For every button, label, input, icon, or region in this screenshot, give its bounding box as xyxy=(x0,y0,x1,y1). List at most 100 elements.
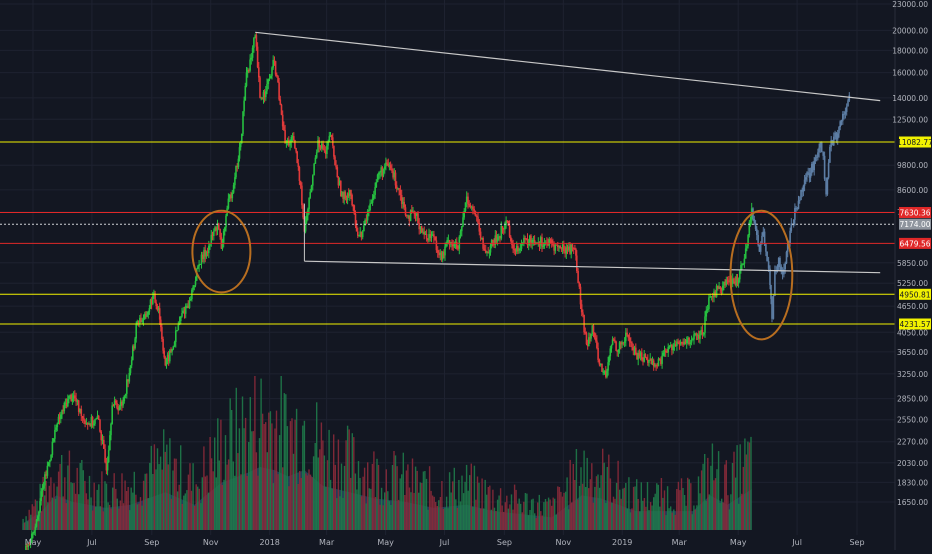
candle-body xyxy=(117,407,119,411)
volume-bar xyxy=(377,464,380,530)
candle-body xyxy=(64,402,67,404)
time-tick-label: Jul xyxy=(439,538,450,547)
volume-bar xyxy=(605,503,607,530)
volume-bar xyxy=(407,464,409,530)
candle-body xyxy=(687,337,689,340)
time-axis: May Jul Sep Nov 2018 Mar May Jul Sep Nov 2019 Mar Ma… xyxy=(25,538,865,547)
candle-body xyxy=(699,331,701,339)
volume-bar xyxy=(512,509,514,530)
volume-bar xyxy=(532,498,534,530)
candle-body xyxy=(807,172,809,174)
volume-bar xyxy=(98,484,100,530)
candle-body xyxy=(705,310,708,317)
volume-bar xyxy=(51,497,54,530)
volume-bar xyxy=(198,488,200,530)
candle-body xyxy=(708,297,710,309)
volume-bar xyxy=(246,476,248,530)
candle-body xyxy=(313,163,315,176)
time-tick-label: 2019 xyxy=(612,538,632,547)
candle-body xyxy=(673,344,676,346)
candle-body xyxy=(181,313,183,317)
volume-bar xyxy=(510,494,513,530)
candle-body xyxy=(636,354,638,360)
candle-body xyxy=(221,242,224,249)
candle-body xyxy=(203,249,205,259)
candle-body xyxy=(200,254,203,264)
candle-body xyxy=(539,237,542,246)
volume-bar xyxy=(367,462,369,530)
volume-bar xyxy=(42,476,44,530)
volume-bar xyxy=(717,451,720,530)
volume-bar xyxy=(314,443,316,530)
candle-body xyxy=(121,401,123,406)
candle-body xyxy=(394,172,397,186)
candle-body xyxy=(444,246,446,256)
volume-bar xyxy=(543,502,545,530)
volume-bar xyxy=(637,499,639,530)
candle-body xyxy=(137,320,140,324)
candle-body xyxy=(343,191,345,199)
volume-bar xyxy=(84,480,86,530)
volume-bar xyxy=(666,486,669,530)
candle-body xyxy=(484,249,487,253)
volume-bar xyxy=(57,471,60,530)
candle-body xyxy=(692,339,694,341)
candle-body xyxy=(642,359,644,362)
volume-bar xyxy=(560,491,562,530)
volume-bar xyxy=(308,469,310,530)
candle-body xyxy=(833,136,835,146)
candle-body xyxy=(767,261,770,269)
volume-bar xyxy=(418,492,420,530)
candle-body xyxy=(109,435,111,451)
candle-body xyxy=(733,278,735,282)
candle-body xyxy=(559,246,561,249)
candle-body xyxy=(541,237,543,247)
volume-bar xyxy=(687,477,689,530)
price-level-lines xyxy=(0,141,895,325)
volume-bar xyxy=(557,486,559,530)
volume-bar xyxy=(411,458,414,530)
candle-body xyxy=(296,151,298,164)
candle-body xyxy=(839,121,841,127)
volume-bar xyxy=(272,483,275,530)
candle-body xyxy=(323,149,326,151)
candle-body xyxy=(209,243,211,246)
candle-body xyxy=(563,244,565,251)
candle-body xyxy=(84,420,86,424)
volume-bar xyxy=(62,496,64,530)
candle-body xyxy=(388,165,391,167)
volume-bar xyxy=(192,463,194,530)
candle-body xyxy=(553,244,555,251)
volume-bar xyxy=(172,470,174,530)
volume-bar xyxy=(711,443,714,530)
candle-body xyxy=(666,351,668,353)
candle-body xyxy=(748,222,751,236)
volume-bar xyxy=(458,480,460,530)
candle-body xyxy=(643,354,645,362)
candle-body xyxy=(60,414,62,420)
candle-body xyxy=(341,191,343,196)
candle-body xyxy=(747,235,749,246)
candle-body xyxy=(173,342,176,347)
volume-bar xyxy=(662,497,664,530)
candle-body xyxy=(146,314,148,317)
candle-body xyxy=(68,395,70,399)
candle-body xyxy=(741,264,743,266)
candle-body xyxy=(324,150,327,154)
volume-bar xyxy=(320,422,323,530)
candle-body xyxy=(757,235,759,245)
volume-bar xyxy=(82,470,84,530)
candle-body xyxy=(288,139,290,146)
volume-bar xyxy=(452,481,454,530)
volume-bar xyxy=(566,477,568,530)
volume-bar xyxy=(125,491,128,530)
volume-bar xyxy=(107,502,109,530)
volume-bar xyxy=(462,493,465,530)
candle-body xyxy=(459,231,462,237)
volume-bar xyxy=(243,428,245,530)
volume-bar xyxy=(385,469,387,530)
volume-bar xyxy=(232,461,234,530)
candle-body xyxy=(789,230,791,244)
